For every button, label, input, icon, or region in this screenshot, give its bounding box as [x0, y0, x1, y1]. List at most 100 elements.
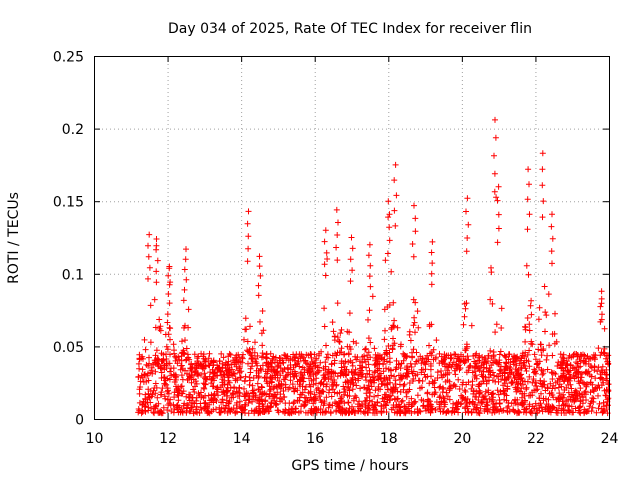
data-point [320, 381, 327, 388]
data-point [586, 403, 593, 410]
data-point [155, 361, 162, 368]
data-point [566, 352, 573, 359]
data-point [481, 408, 488, 414]
data-point [498, 325, 505, 331]
data-point [383, 349, 390, 356]
data-point [156, 316, 163, 323]
data-point [155, 409, 162, 416]
data-point [425, 356, 432, 363]
data-point [384, 399, 390, 406]
data-point [338, 364, 345, 371]
data-point [168, 408, 175, 415]
data-point [227, 351, 234, 358]
data-point [335, 405, 342, 412]
data-point [502, 388, 508, 395]
data-point [341, 366, 348, 373]
data-point [219, 379, 226, 386]
data-point [347, 256, 354, 263]
data-point [482, 403, 488, 410]
data-point [525, 166, 532, 173]
data-point [532, 400, 539, 407]
data-point [150, 387, 157, 394]
data-point [605, 395, 612, 402]
data-point [536, 395, 543, 402]
data-point [523, 262, 530, 269]
data-point [370, 377, 377, 384]
data-point [298, 374, 305, 381]
data-point [332, 350, 339, 357]
data-point [416, 377, 423, 384]
data-point [206, 401, 213, 408]
data-point [481, 359, 488, 366]
data-point [573, 351, 580, 357]
data-point [461, 359, 468, 366]
data-point [498, 368, 505, 375]
data-point [277, 372, 284, 379]
data-point [262, 374, 269, 381]
data-point [592, 375, 599, 382]
data-point [391, 373, 398, 380]
data-point [431, 391, 438, 398]
data-point [390, 335, 396, 342]
data-point [171, 379, 178, 385]
data-point [383, 358, 390, 365]
data-point [478, 398, 485, 405]
data-point [214, 372, 221, 379]
data-point [167, 351, 173, 358]
chart-title: Day 034 of 2025, Rate Of TEC Index for r… [168, 21, 532, 37]
data-point [501, 352, 508, 359]
data-point [521, 353, 528, 360]
data-point [408, 403, 415, 410]
data-point [349, 376, 356, 383]
data-point [469, 378, 476, 385]
y-axis-label: ROTI / TECUs [6, 192, 22, 284]
data-point [254, 380, 261, 387]
data-point [480, 368, 487, 375]
data-point [386, 237, 393, 244]
data-point [175, 392, 182, 399]
data-point [549, 352, 556, 359]
data-point [205, 355, 212, 362]
data-point [573, 373, 580, 380]
data-point [437, 408, 444, 415]
data-point [202, 399, 209, 406]
data-point [359, 354, 366, 360]
data-point [470, 387, 477, 394]
data-point [262, 398, 269, 405]
data-point [363, 390, 370, 397]
data-point [583, 383, 590, 390]
data-point [496, 351, 503, 358]
data-point [143, 378, 150, 385]
data-point [459, 394, 466, 401]
data-point [333, 408, 340, 415]
data-point [336, 339, 343, 345]
data-point [564, 402, 571, 409]
data-point [296, 397, 303, 404]
data-point [313, 375, 320, 382]
data-point [560, 351, 567, 358]
data-point [574, 368, 581, 375]
data-point [165, 387, 171, 394]
data-point [171, 347, 177, 354]
data-point [576, 391, 583, 398]
data-point [211, 370, 218, 377]
data-point [374, 352, 381, 358]
data-point [472, 394, 478, 400]
data-point [379, 395, 386, 402]
data-point [263, 351, 270, 358]
data-point [247, 377, 253, 384]
data-point [162, 331, 169, 338]
data-point [403, 389, 410, 396]
data-point [590, 388, 597, 395]
data-point [145, 253, 152, 260]
data-point [549, 235, 556, 242]
data-point [504, 383, 511, 390]
data-point [184, 401, 191, 408]
data-point [575, 378, 582, 385]
data-point [252, 394, 259, 401]
data-point [342, 379, 349, 386]
data-point [347, 278, 354, 285]
data-point [535, 346, 542, 353]
data-point [246, 396, 253, 403]
data-point [515, 408, 522, 414]
